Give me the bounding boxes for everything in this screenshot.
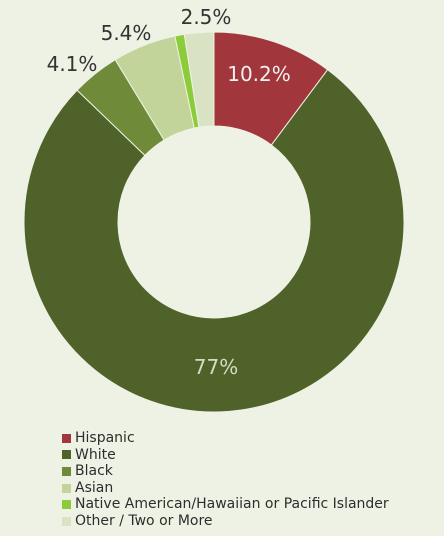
legend-item-other-two-or-more: Other / Two or More (62, 513, 432, 530)
legend-swatch-black (62, 466, 71, 476)
legend-label-white: White (75, 446, 116, 463)
legend-item-black: Black (62, 463, 432, 480)
data-label-hispanic: 10.2% (227, 62, 291, 86)
data-label-white: 77% (194, 355, 238, 379)
data-label-asian: 5.4% (101, 21, 152, 45)
legend-label-black: Black (75, 463, 113, 480)
chart-legend: Hispanic White Black Asian Native Americ… (62, 430, 432, 530)
legend-item-white: White (62, 447, 432, 464)
legend-swatch-native-american-hawaiian-pacific-islander (62, 500, 71, 510)
donut-slice-other-two-or-more (183, 31, 215, 128)
legend-label-hispanic: Hispanic (75, 430, 135, 446)
legend-swatch-white (62, 450, 71, 460)
legend-swatch-asian (62, 483, 71, 493)
legend-label-native-american-hawaiian-pacific-islander: Native American/Hawaiian or Pacific Isla… (75, 496, 389, 513)
legend-item-hispanic: Hispanic (62, 430, 432, 447)
legend-item-native-american-hawaiian-pacific-islander: Native American/Hawaiian or Pacific Isla… (62, 496, 432, 513)
legend-label-other-two-or-more: Other / Two or More (75, 512, 213, 529)
legend-swatch-hispanic (62, 433, 71, 443)
donut-slice-white (23, 68, 405, 413)
data-label-black: 4.1% (47, 52, 98, 76)
legend-label-asian: Asian (75, 479, 114, 496)
data-label-other-two-or-more: 2.5% (181, 5, 232, 29)
legend-item-asian: Asian (62, 480, 432, 497)
legend-swatch-other-two-or-more (62, 516, 71, 526)
